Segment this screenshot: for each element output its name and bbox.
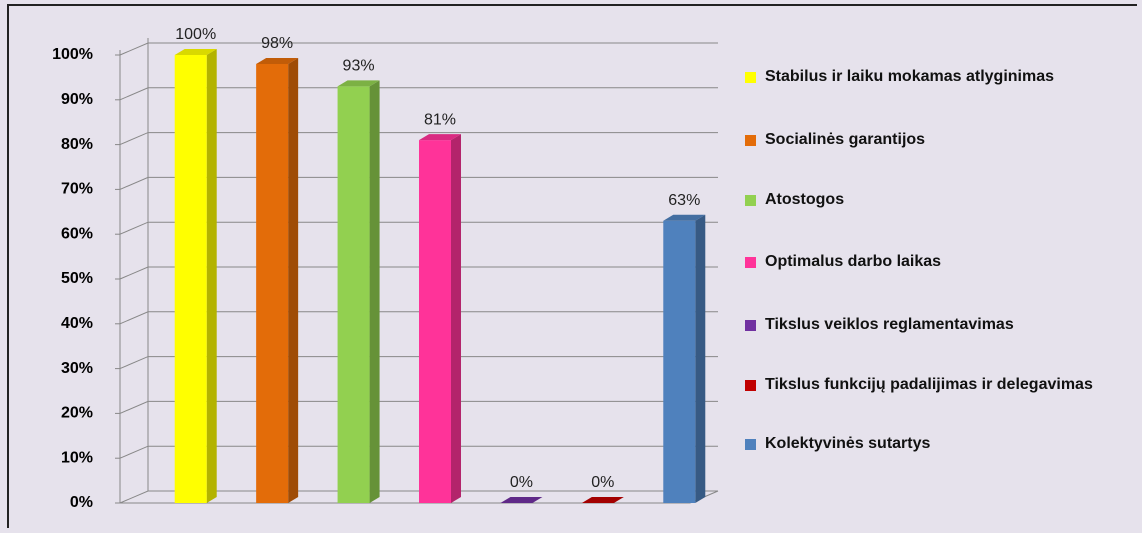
grid-line	[119, 266, 718, 280]
bar	[419, 140, 451, 503]
grid-line	[119, 42, 718, 56]
legend-entry: Optimalus darbo laikas	[745, 251, 1105, 273]
grid-line	[119, 132, 718, 146]
legend-label: Tikslus funkcijų padalijimas ir delegavi…	[765, 376, 1093, 393]
bar	[337, 86, 370, 504]
grid-line	[119, 87, 718, 101]
value-label: 93%	[343, 58, 375, 75]
bar-side	[369, 80, 380, 504]
bar	[174, 55, 207, 503]
grid-line	[119, 176, 718, 190]
bar-side	[288, 57, 299, 504]
bar-top	[256, 57, 299, 64]
value-label: 81%	[424, 111, 456, 128]
y-tick-label: 40%	[61, 315, 93, 332]
bar	[663, 220, 696, 503]
y-tick-label: 30%	[61, 360, 93, 377]
value-label: 63%	[668, 192, 700, 209]
legend-label: Socialinės garantijos	[765, 131, 926, 148]
legend-entry: Tikslus veiklos reglamentavimas	[745, 314, 1105, 336]
bar-top	[419, 134, 461, 141]
bar-top	[337, 80, 380, 87]
y-tick-label: 20%	[61, 405, 93, 422]
legend-label: Kolektyvinės sutartys	[765, 435, 931, 452]
value-label: 0%	[591, 474, 614, 491]
y-tick-label: 90%	[61, 91, 93, 108]
legend-swatch	[745, 257, 756, 268]
bar	[256, 63, 289, 504]
grid-line	[119, 400, 718, 414]
grid-line	[119, 445, 718, 459]
y-tick-label: 0%	[70, 494, 93, 511]
y-tick-label: 10%	[61, 449, 93, 466]
bar-top	[581, 497, 624, 503]
legend-swatch	[745, 135, 756, 146]
legend-swatch	[745, 320, 756, 331]
grid-line	[119, 311, 718, 325]
grid-line	[119, 490, 718, 504]
legend-label: Atostogos	[765, 191, 845, 208]
y-tick-label: 50%	[61, 270, 93, 287]
legend-entry: Socialinės garantijos	[745, 129, 1105, 151]
legend-label: Stabilus ir laiku mokamas atlyginimas	[765, 68, 1054, 85]
legend-entry: Kolektyvinės sutartys	[745, 433, 1105, 455]
bar-top	[500, 497, 543, 503]
legend-swatch	[745, 72, 756, 83]
grid-line	[119, 356, 718, 370]
frame	[7, 4, 1137, 528]
y-tick-label: 80%	[61, 136, 93, 153]
legend-swatch	[745, 195, 756, 206]
value-label: 100%	[175, 26, 216, 43]
legend-entry: Tikslus funkcijų padalijimas ir delegavi…	[745, 374, 1105, 396]
legend-label: Optimalus darbo laikas	[765, 253, 942, 270]
legend-entry: Stabilus ir laiku mokamas atlyginimas	[745, 66, 1105, 88]
y-tick-label: 60%	[61, 225, 93, 242]
legend-entry: Atostogos	[745, 189, 1105, 211]
bar-side	[206, 49, 217, 503]
grid-line	[119, 221, 718, 235]
bar-side	[695, 214, 706, 503]
value-label: 98%	[261, 35, 293, 52]
legend-label: Tikslus veiklos reglamentavimas	[765, 316, 1014, 333]
legend-swatch	[745, 380, 756, 391]
bar-side	[451, 134, 461, 503]
y-tick-label: 100%	[52, 46, 93, 63]
y-tick-label: 70%	[61, 181, 93, 198]
value-label: 0%	[510, 474, 533, 491]
bar-top	[174, 49, 217, 55]
legend-swatch	[745, 439, 756, 450]
bar-top	[663, 214, 706, 221]
